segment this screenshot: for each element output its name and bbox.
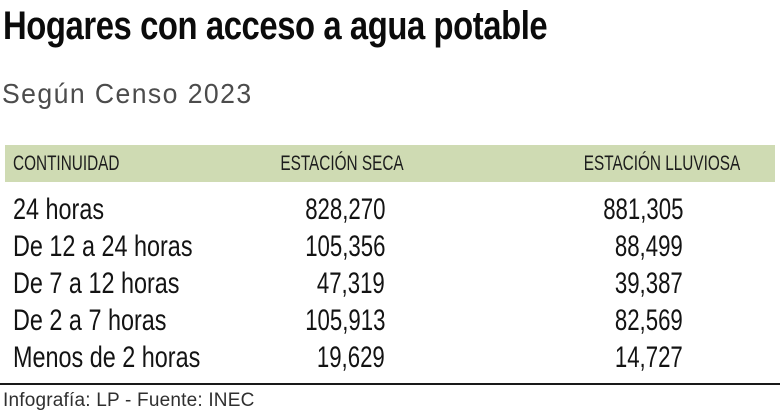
column-header-continuidad: CONTINUIDAD <box>13 152 120 175</box>
table-row: De 2 a 7 horas 105,913 82,569 <box>0 302 780 339</box>
value-estacion-lluviosa: 88,499 <box>615 230 683 263</box>
row-label: 24 horas <box>13 193 105 226</box>
row-label: Menos de 2 horas <box>13 341 201 374</box>
value-estacion-seca: 47,319 <box>317 267 385 300</box>
page-title: Hogares con acceso a agua potable <box>3 4 548 48</box>
table-body: 24 horas 828,270 881,305 De 12 a 24 hora… <box>0 191 780 376</box>
value-estacion-seca: 105,913 <box>304 304 385 337</box>
footer-divider <box>0 383 780 385</box>
row-label: De 2 a 7 horas <box>13 304 167 337</box>
row-label: De 7 a 12 horas <box>13 267 180 300</box>
value-estacion-seca: 19,629 <box>317 341 385 374</box>
table-row: De 7 a 12 horas 47,319 39,387 <box>0 265 780 302</box>
value-estacion-seca: 105,356 <box>304 230 385 263</box>
table-row: Menos de 2 horas 19,629 14,727 <box>0 339 780 376</box>
table-header: CONTINUIDAD ESTACIÓN SECA ESTACIÓN LLUVI… <box>5 145 775 182</box>
row-label: De 12 a 24 horas <box>13 230 193 263</box>
column-header-estacion-seca: ESTACIÓN SECA <box>280 152 404 175</box>
value-estacion-lluviosa: 14,727 <box>615 341 683 374</box>
footer-credit: Infografía: LP - Fuente: INEC <box>3 390 255 411</box>
page-subtitle: Según Censo 2023 <box>2 78 253 109</box>
table-row: De 12 a 24 horas 105,356 88,499 <box>0 228 780 265</box>
table-row: 24 horas 828,270 881,305 <box>0 191 780 228</box>
column-header-estacion-lluviosa: ESTACIÓN LLUVIOSA <box>583 152 741 175</box>
value-estacion-lluviosa: 39,387 <box>615 267 683 300</box>
value-estacion-seca: 828,270 <box>304 193 385 226</box>
value-estacion-lluviosa: 881,305 <box>602 193 683 226</box>
value-estacion-lluviosa: 82,569 <box>615 304 683 337</box>
